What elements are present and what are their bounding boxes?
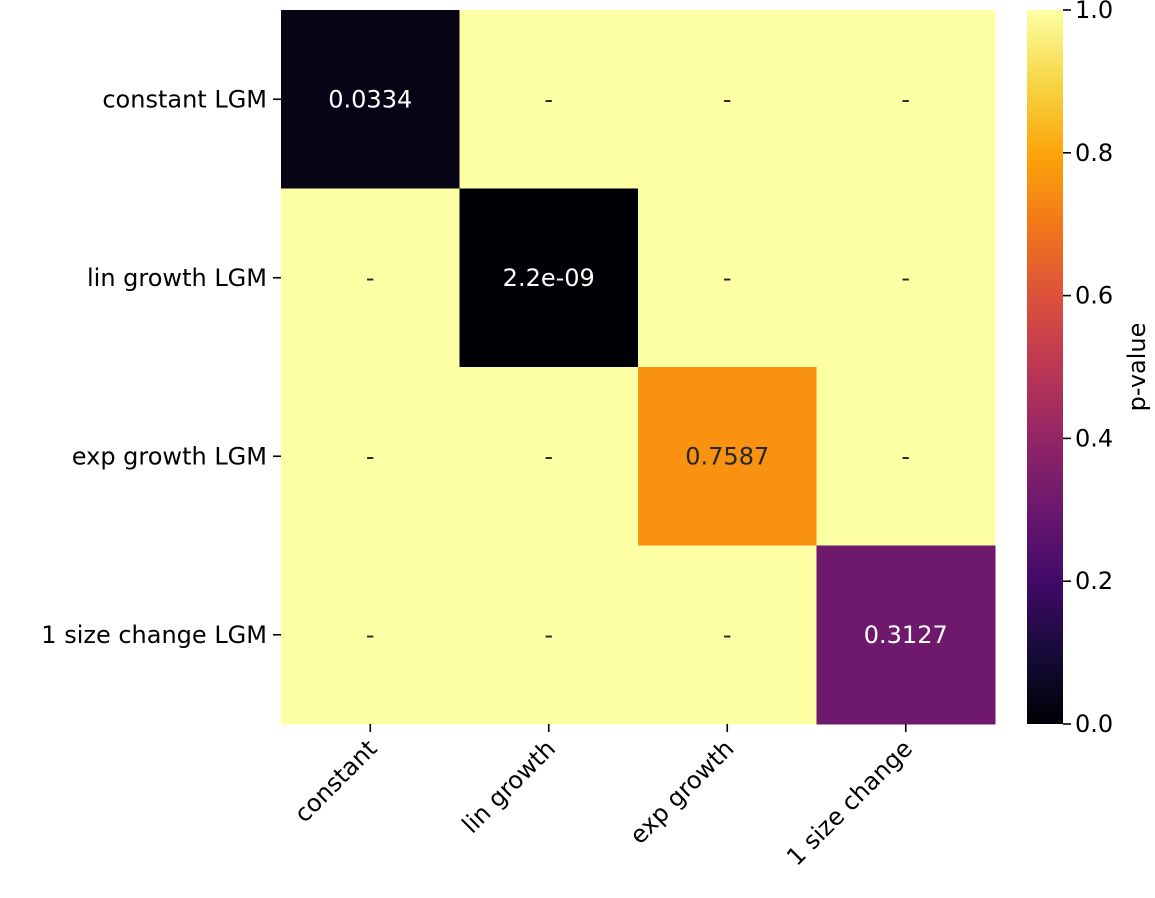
cell-annotation-1-0: - — [366, 264, 375, 292]
cell-annotation-3-1: - — [544, 621, 553, 649]
heatmap-cell-3-3 — [816, 545, 996, 725]
heatmap-cell-3-2 — [638, 545, 817, 725]
cell-annotation-2-3: - — [901, 442, 910, 470]
heatmap-cell-0-2 — [638, 10, 817, 189]
heatmap-cell-1-3 — [816, 188, 996, 368]
heatmap-cell-0-3 — [816, 10, 996, 189]
heatmap-cell-1-0 — [281, 188, 460, 368]
x-tick-label-3: 1 size change — [781, 734, 918, 871]
cell-annotation-0-0: 0.0334 — [328, 85, 412, 113]
cell-annotation-2-1: - — [544, 442, 553, 470]
cell-annotation-2-0: - — [366, 442, 375, 470]
heatmap-cell-2-3 — [816, 367, 996, 546]
cell-annotation-1-1: 2.2e-09 — [503, 264, 595, 292]
y-axis: constant LGM lin growth LGM exp growth LGM… — [41, 85, 281, 649]
colorbar-gradient — [1027, 10, 1063, 724]
heatmap-cell-0-0 — [281, 10, 460, 189]
y-tick-label-1: lin growth LGM — [87, 264, 267, 292]
y-tick-label-3: 1 size change LGM — [41, 621, 267, 649]
colorbar-tick-label-5: 1.0 — [1075, 0, 1113, 24]
cell-annotation-1-2: - — [723, 264, 732, 292]
heatmap-cell-2-2 — [638, 367, 817, 546]
heatmap-cell-3-1 — [459, 545, 639, 725]
cell-annotations: 0.0334 - - - - 2.2e-09 - - - - 0.7587 - - - - 0.3127 — [328, 85, 947, 649]
cell-annotation-3-0: - — [366, 621, 375, 649]
heatmap-cell-3-0 — [281, 545, 460, 725]
x-axis: constant lin growth exp growth 1 size chang… — [289, 724, 918, 871]
heatmap-cell-1-2 — [638, 188, 817, 368]
cell-annotation-0-3: - — [901, 85, 910, 113]
cell-annotation-2-2: 0.7587 — [685, 442, 769, 470]
cell-annotation-0-1: - — [544, 85, 553, 113]
heatmap-cell-2-1 — [459, 367, 639, 546]
colorbar-label: p-value — [1123, 323, 1151, 412]
cell-annotation-0-2: - — [723, 85, 732, 113]
colorbar-tick-label-0: 0.0 — [1075, 710, 1113, 738]
y-tick-label-2: exp growth LGM — [72, 442, 267, 470]
y-tick-label-0: constant LGM — [102, 85, 267, 113]
cell-annotation-3-2: - — [723, 621, 732, 649]
heatmap-cell-2-0 — [281, 367, 460, 546]
heatmap-cell-0-1 — [459, 10, 639, 189]
colorbar: 0.0 0.2 0.4 0.6 0.8 1.0 p-value — [1027, 0, 1151, 738]
colorbar-tick-label-1: 0.2 — [1075, 567, 1113, 595]
colorbar-tick-label-4: 0.8 — [1075, 139, 1113, 167]
heatmap-cells — [281, 10, 996, 725]
cell-annotation-3-3: 0.3127 — [864, 621, 948, 649]
x-tick-label-0: constant — [289, 734, 383, 828]
cell-annotation-1-3: - — [901, 264, 910, 292]
heatmap-cell-1-1 — [459, 188, 639, 368]
colorbar-tick-label-3: 0.6 — [1075, 282, 1113, 310]
x-tick-label-1: lin growth — [457, 734, 561, 838]
colorbar-tick-label-2: 0.4 — [1075, 424, 1113, 452]
x-tick-label-2: exp growth — [624, 734, 739, 849]
